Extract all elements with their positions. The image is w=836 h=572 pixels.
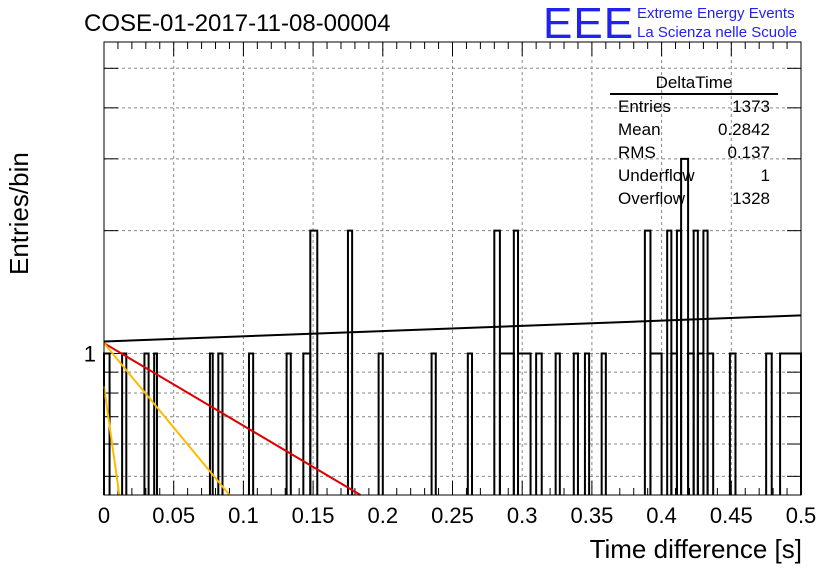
x-tick-label: 0	[98, 503, 110, 528]
fit-line-black	[103, 314, 802, 343]
stats-value: 0.137	[727, 143, 770, 162]
stats-row-overflow: Overflow 1328	[610, 187, 778, 210]
x-tick-label: 0.1	[228, 503, 259, 528]
stats-box: DeltaTime Entries 1373 Mean 0.2842 RMS 0.137 U…	[610, 73, 778, 210]
stats-label: Underflow	[618, 166, 695, 185]
stats-value: 1373	[732, 97, 770, 116]
histogram-bin	[430, 352, 437, 495]
stats-row-underflow: Underflow 1	[610, 164, 778, 187]
histogram-outline	[103, 157, 802, 495]
stats-row-rms: RMS 0.137	[610, 141, 778, 164]
histogram-bin	[583, 352, 591, 495]
histogram-bin	[600, 352, 607, 495]
histogram-bin	[153, 352, 158, 495]
histogram-bin	[285, 352, 292, 495]
plot-title: COSE-01-2017-11-08-00004	[84, 10, 391, 37]
histogram-bin	[680, 157, 690, 495]
x-tick-label: 0.2	[368, 503, 399, 528]
histogram-bin	[554, 352, 561, 495]
stats-label: Mean	[618, 120, 661, 139]
logo-line-2: La Scienza nelle Scuole	[637, 24, 798, 41]
histogram-bin	[572, 352, 579, 495]
stats-row-entries: Entries 1373	[610, 95, 778, 118]
plot-frame	[103, 41, 802, 496]
histogram-bin	[346, 229, 354, 495]
histogram-bin	[728, 352, 737, 495]
x-tick-label: 0.5	[786, 503, 817, 528]
histogram-bin	[498, 352, 515, 495]
x-tick-label: 0.45	[710, 503, 753, 528]
eee-logo: EEE	[543, 0, 635, 48]
fit-curves	[103, 314, 802, 496]
fit-line-yellow	[103, 386, 121, 496]
y-axis-label: Entries/bin	[4, 152, 34, 275]
x-axis-label: Time difference [s]	[589, 534, 802, 564]
x-tick-label: 0.4	[646, 503, 677, 528]
x-tick-label: 0.35	[570, 503, 613, 528]
histogram-bin	[377, 352, 384, 495]
x-tick-labels: 0 0.05 0.1 0.15 0.2 0.25 0.3 0.35 0.4 0.45 0.5	[98, 503, 816, 528]
logo-line-1: Extreme Energy Events	[637, 5, 795, 22]
histogram-bin	[535, 352, 543, 495]
stats-title: DeltaTime	[610, 73, 778, 95]
x-tick-label: 0.05	[152, 503, 195, 528]
histogram-bin	[517, 352, 532, 495]
histogram-bin	[779, 352, 802, 495]
histogram-bin	[121, 352, 128, 495]
fit-line-red	[103, 342, 362, 496]
stats-label: Overflow	[618, 189, 686, 208]
histogram-bin	[208, 352, 214, 495]
histogram-bin	[466, 352, 474, 495]
histogram-bin	[302, 352, 312, 495]
stats-value: 1328	[732, 189, 770, 208]
x-tick-label: 0.25	[431, 503, 474, 528]
y-tick-labels: 1	[84, 342, 96, 367]
logo-caption: Extreme Energy Events La Scienza nelle S…	[637, 4, 797, 42]
histogram-bin	[143, 352, 150, 495]
y-tick-label: 1	[84, 342, 96, 367]
histogram-bin	[649, 352, 663, 495]
histogram-bin	[217, 352, 224, 495]
histogram-bin	[765, 352, 773, 495]
x-tick-label: 0.3	[507, 503, 538, 528]
histogram-bin	[247, 352, 255, 495]
stats-label: RMS	[618, 143, 656, 162]
stats-value: 1	[760, 166, 770, 185]
stats-row-mean: Mean 0.2842	[610, 118, 778, 141]
x-tick-label: 0.15	[292, 503, 335, 528]
stats-value: 0.2842	[718, 120, 770, 139]
stats-label: Entries	[618, 97, 671, 116]
histogram-bin	[309, 229, 319, 495]
fit-line-yellow	[103, 342, 231, 496]
histogram-bin	[706, 352, 715, 495]
